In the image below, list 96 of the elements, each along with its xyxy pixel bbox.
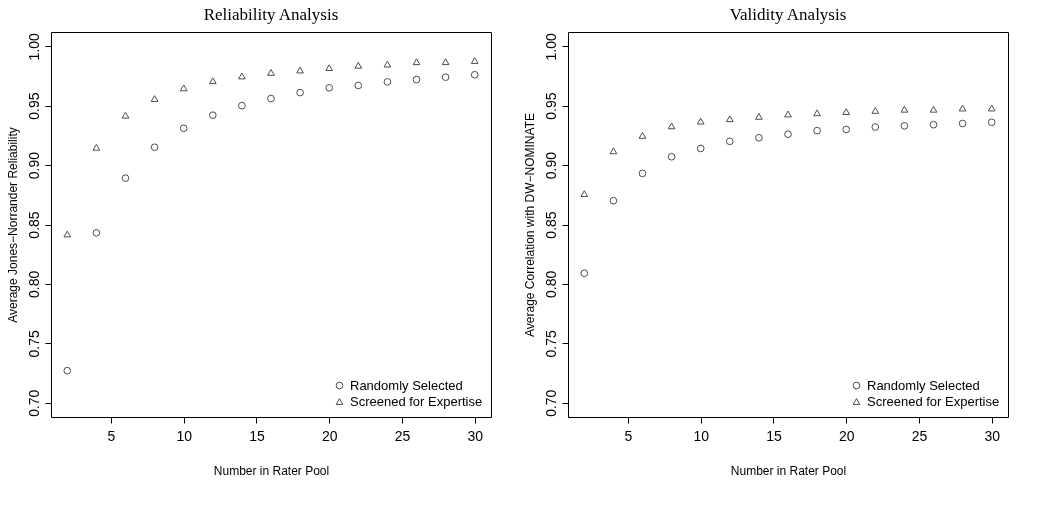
x-tick-label: 30 — [467, 427, 484, 444]
point — [929, 105, 938, 113]
y-tick-label: 0.75 — [25, 329, 42, 358]
point — [696, 117, 705, 125]
point — [900, 105, 909, 113]
point — [609, 196, 618, 205]
point — [179, 124, 188, 133]
point — [208, 111, 217, 120]
y-tick-label: 0.80 — [542, 270, 559, 299]
point — [354, 81, 363, 90]
point — [987, 118, 996, 127]
point — [725, 115, 734, 123]
x-tick-label: 15 — [766, 427, 782, 444]
point — [267, 69, 275, 76]
point — [296, 88, 304, 97]
point — [638, 169, 647, 178]
y-tick-label: 1.00 — [542, 32, 559, 61]
point — [412, 58, 421, 66]
point — [63, 366, 72, 375]
point — [92, 228, 101, 237]
legend-label: Screened for Expertise — [867, 393, 1000, 409]
point — [121, 111, 130, 119]
legend-label: Randomly Selected — [867, 377, 980, 393]
point — [238, 101, 246, 110]
chart-title: Reliability Analysis — [203, 5, 339, 24]
point — [667, 152, 676, 161]
point — [958, 119, 967, 128]
point — [92, 143, 101, 151]
x-tick-label: 25 — [911, 427, 928, 444]
point — [383, 60, 392, 68]
x-tick-label: 10 — [693, 427, 710, 444]
point — [325, 84, 334, 92]
point — [150, 95, 159, 102]
y-tick-label: 0.95 — [542, 92, 559, 120]
point — [383, 78, 392, 86]
y-tick-label: 0.90 — [25, 151, 42, 180]
point — [900, 122, 909, 130]
point — [871, 123, 880, 131]
point — [755, 112, 763, 120]
point — [755, 133, 763, 142]
point — [63, 230, 72, 238]
point — [441, 73, 450, 81]
y-tick-label: 0.70 — [25, 389, 42, 417]
y-tick-label: 0.85 — [25, 211, 42, 239]
point — [354, 61, 363, 69]
x-tick-label: 20 — [321, 427, 338, 444]
x-tick-label: 15 — [249, 427, 265, 444]
point — [470, 57, 479, 64]
x-tick-label: 20 — [838, 427, 855, 444]
point — [238, 72, 246, 80]
x-axis-title: Number in Rater Pool — [213, 463, 330, 478]
point — [987, 104, 996, 112]
legend-label: Randomly Selected — [350, 377, 463, 393]
point — [150, 143, 159, 152]
point — [208, 77, 217, 85]
y-tick-label: 0.95 — [25, 92, 42, 120]
point — [813, 126, 821, 135]
point — [871, 107, 880, 114]
point — [267, 94, 275, 103]
point — [784, 130, 792, 139]
point — [441, 58, 450, 66]
point — [580, 190, 589, 198]
point — [667, 122, 676, 130]
point — [470, 70, 479, 79]
point — [580, 269, 589, 278]
y-tick-label: 0.80 — [25, 270, 42, 299]
point — [325, 64, 334, 72]
x-tick-label: 5 — [624, 427, 633, 444]
point — [179, 84, 188, 92]
point — [929, 120, 938, 129]
y-tick-label: 0.70 — [542, 389, 559, 417]
point — [958, 104, 967, 112]
x-tick-label: 5 — [107, 427, 116, 444]
point — [784, 110, 792, 118]
y-tick-label: 0.85 — [542, 211, 559, 239]
point — [296, 66, 304, 74]
point — [412, 75, 421, 84]
point — [638, 131, 647, 139]
chart-title: Validity Analysis — [729, 5, 847, 24]
y-axis-title: Average Jones−Norrander Reliability — [5, 127, 20, 323]
y-axis-title: Average Correlation with DW−NOMINATE — [522, 113, 537, 337]
y-tick-label: 1.00 — [25, 32, 42, 61]
legend-label: Screened for Expertise — [350, 393, 483, 409]
point — [696, 144, 705, 153]
point — [609, 147, 618, 155]
point — [121, 174, 130, 182]
y-tick-label: 0.75 — [542, 329, 559, 358]
x-tick-label: 30 — [984, 427, 1001, 444]
point — [725, 137, 734, 146]
x-tick-label: 25 — [394, 427, 411, 444]
point — [842, 108, 851, 116]
point — [842, 125, 851, 134]
x-axis-title: Number in Rater Pool — [730, 463, 847, 478]
point — [813, 109, 821, 117]
y-tick-label: 0.90 — [542, 151, 559, 180]
x-tick-label: 10 — [176, 427, 193, 444]
